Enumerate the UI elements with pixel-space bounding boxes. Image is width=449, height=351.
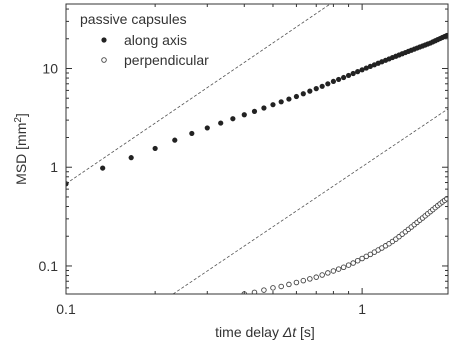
point-perpendicular-16	[350, 260, 356, 266]
y-axis-label: MSD [mm2]	[13, 113, 30, 185]
point-along-axis-29	[367, 63, 373, 70]
point-along-axis-25	[350, 70, 356, 77]
point-perpendicular-1	[251, 289, 258, 294]
point-perpendicular-4	[278, 283, 284, 290]
x-tick-label-0.1: 0.1	[56, 301, 76, 317]
point-perpendicular-11	[325, 270, 331, 276]
point-perpendicular-12	[330, 268, 337, 274]
point-perpendicular-5	[286, 281, 292, 288]
legend-label-along-axis: along axis	[124, 32, 187, 48]
point-perpendicular-20	[367, 251, 374, 258]
plot-frame	[65, 3, 449, 295]
legend-marker-perpendicular	[101, 57, 107, 63]
point-along-axis-19	[319, 83, 325, 89]
point-perpendicular-14	[340, 264, 347, 271]
point-along-axis-6	[204, 125, 210, 131]
legend-label-perpendicular: perpendicular	[124, 52, 209, 68]
point-along-axis-16	[300, 91, 306, 97]
reference-lines	[66, 4, 448, 294]
data-points	[66, 32, 448, 294]
point-along-axis-4	[172, 137, 178, 143]
y-tick-label-10: 10	[42, 60, 58, 76]
point-along-axis-12	[270, 102, 276, 108]
x-axis-label: time delay Δt [s]	[215, 324, 315, 340]
point-along-axis-22	[336, 76, 342, 83]
point-along-axis-8	[230, 116, 236, 122]
point-along-axis-14	[286, 96, 292, 102]
x-tick-label-1: 1	[358, 301, 366, 317]
point-perpendicular-3	[270, 285, 276, 291]
point-perpendicular-46	[444, 195, 448, 202]
point-perpendicular-6	[293, 279, 300, 286]
point-along-axis-11	[261, 105, 267, 111]
y-tick-label-0.1: 0.1	[39, 258, 59, 274]
point-along-axis-28	[363, 65, 369, 71]
point-along-axis-15	[293, 93, 300, 100]
point-along-axis-5	[189, 130, 195, 137]
point-along-axis-27	[359, 67, 365, 73]
point-perpendicular-13	[335, 266, 342, 272]
legend: passive capsules along axis perpendicula…	[80, 11, 209, 68]
point-perpendicular-7	[300, 277, 307, 284]
point-along-axis-26	[355, 69, 361, 75]
point-perpendicular-2	[261, 287, 267, 293]
point-along-axis-9	[241, 112, 247, 118]
ballistic-guide-upper	[66, 4, 331, 185]
point-along-axis-23	[341, 74, 347, 81]
point-along-axis-24	[345, 72, 352, 79]
point-along-axis-18	[313, 86, 319, 92]
point-perpendicular-18	[359, 255, 365, 262]
point-perpendicular-15	[345, 262, 352, 268]
y-tick-label-1: 1	[50, 159, 58, 175]
point-along-axis-21	[330, 78, 337, 85]
point-perpendicular-10	[319, 272, 325, 278]
legend-marker-along-axis	[101, 37, 107, 43]
point-along-axis-1	[100, 165, 106, 171]
axis-ticks: 0.1 1 0.1 1 10	[39, 4, 448, 317]
legend-title: passive capsules	[80, 11, 187, 27]
point-perpendicular-17	[354, 257, 361, 264]
ballistic-guide-lower	[172, 108, 448, 294]
point-perpendicular-8	[307, 276, 313, 282]
point-along-axis-13	[278, 99, 284, 105]
point-along-axis-7	[218, 120, 224, 126]
point-along-axis-2	[128, 155, 134, 161]
point-along-axis-20	[325, 81, 331, 87]
point-along-axis-17	[307, 88, 313, 94]
point-along-axis-10	[251, 108, 258, 114]
point-along-axis-3	[152, 145, 158, 152]
point-along-axis-55	[444, 32, 448, 39]
point-perpendicular-9	[313, 274, 319, 280]
